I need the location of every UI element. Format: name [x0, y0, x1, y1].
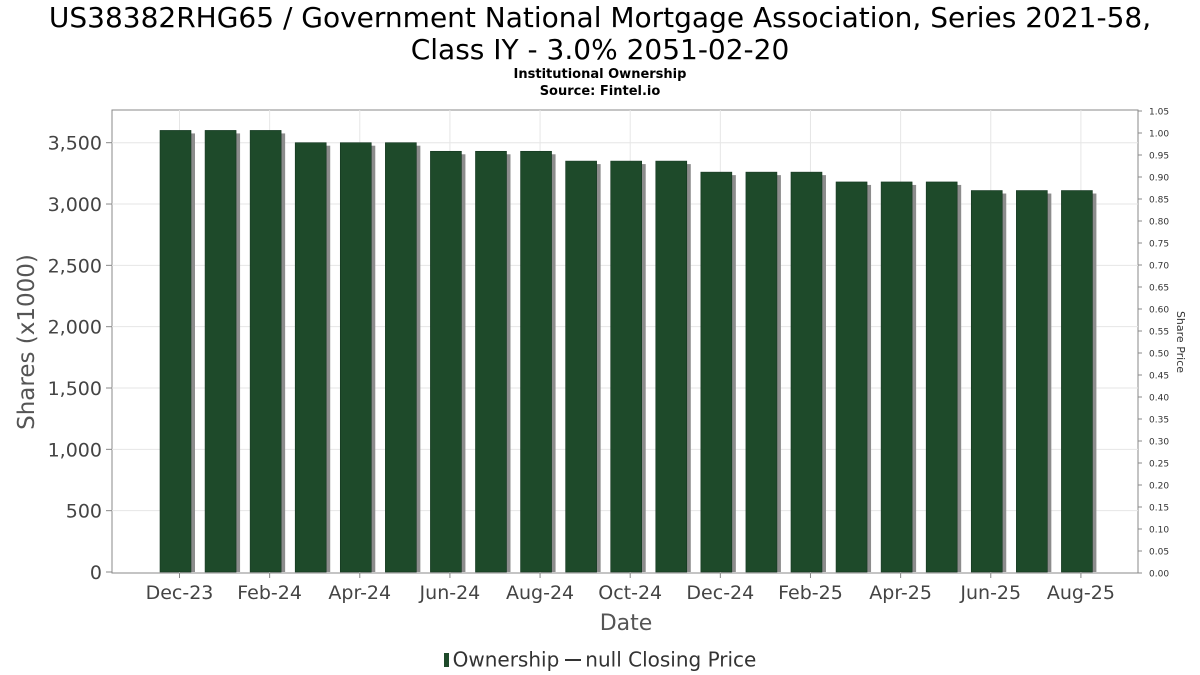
y2-tick-label: 0.00 — [1149, 570, 1169, 580]
axes-layer: 0 500 1,000 1,500 2,000 2,500 3,000 3,500 Dec-23… — [48, 108, 1170, 605]
y2-tick-label: 0.70 — [1149, 262, 1169, 272]
x-axis-label: Date — [600, 611, 653, 636]
y2-tick-label: 0.85 — [1149, 196, 1169, 206]
y2-tick-label: 0.95 — [1149, 152, 1169, 162]
y-tick-label: 3,500 — [48, 133, 102, 155]
y-axis-label: Shares (x1000) — [14, 254, 40, 430]
ownership-bar — [970, 190, 1003, 573]
legend-ownership: Ownership — [452, 647, 560, 672]
y-tick-label: 0 — [90, 562, 102, 584]
y-tick-label: 2,000 — [48, 317, 102, 339]
y2-tick-label: 0.20 — [1149, 482, 1169, 492]
y-tick-label: 2,500 — [48, 255, 102, 277]
y-tick-label: 500 — [66, 501, 102, 523]
x-tick-label: Oct-24 — [598, 582, 662, 604]
ownership-bar — [204, 130, 237, 573]
ownership-bar — [249, 130, 282, 573]
y2-tick-label: 0.60 — [1149, 306, 1169, 316]
x-tick-label: Feb-25 — [778, 582, 843, 604]
y2-tick-label: 0.45 — [1149, 372, 1169, 382]
legend-price: null Closing Price — [585, 647, 757, 672]
ownership-bar — [925, 181, 958, 573]
y2-tick-label: 1.00 — [1149, 130, 1169, 140]
ownership-bar — [880, 181, 913, 573]
x-tick-label: Apr-25 — [869, 582, 932, 604]
y-tick-label: 1,000 — [48, 439, 102, 461]
ownership-bar — [385, 142, 417, 573]
y2-tick-label: 0.30 — [1149, 438, 1169, 448]
bars-layer — [159, 130, 1097, 573]
y2-tick-label: 1.05 — [1149, 108, 1169, 118]
x-tick-label: Jun-25 — [959, 582, 1021, 604]
ownership-bar — [1016, 190, 1048, 573]
ownership-bar — [790, 171, 823, 573]
chart-subtitle: Institutional Ownership — [513, 67, 687, 82]
x-tick-label: Feb-24 — [237, 582, 302, 604]
y2-tick-label: 0.75 — [1149, 240, 1169, 250]
ownership-bar — [520, 150, 552, 573]
y-tick-label: 1,500 — [48, 378, 102, 400]
ownership-bar — [655, 160, 688, 573]
y2-axis-label: Share Price — [1174, 311, 1187, 373]
y2-tick-label: 0.35 — [1149, 416, 1169, 426]
y2-tick-label: 0.10 — [1149, 526, 1169, 536]
y2-tick-label: 0.65 — [1149, 284, 1169, 294]
y2-tick-label: 0.05 — [1149, 548, 1169, 558]
ownership-bar — [610, 160, 643, 573]
ownership-bar — [1061, 190, 1093, 573]
ownership-bar — [745, 171, 778, 573]
y2-tick-label: 0.55 — [1149, 328, 1169, 338]
x-tick-label: Aug-25 — [1047, 582, 1115, 604]
y2-tick-label: 0.40 — [1149, 394, 1169, 404]
ownership-bar — [339, 142, 372, 573]
y2-tick-label: 0.50 — [1149, 350, 1169, 360]
chart-title-line-2: Class IY - 3.0% 2051-02-20 — [410, 33, 790, 66]
chart-title-line-1: US38382RHG65 / Government National Mortg… — [48, 1, 1152, 34]
x-tick-label: Apr-24 — [328, 582, 391, 604]
x-tick-label: Dec-23 — [146, 582, 214, 604]
ownership-bar — [294, 142, 327, 573]
ownership-legend-swatch — [443, 652, 449, 667]
y-tick-label: 3,000 — [48, 194, 102, 216]
ownership-bar — [475, 150, 507, 573]
y2-tick-label: 0.80 — [1149, 218, 1169, 228]
y2-tick-label: 0.90 — [1149, 174, 1169, 184]
ownership-bar — [700, 171, 733, 573]
y2-tick-label: 0.25 — [1149, 460, 1169, 470]
ownership-bar — [835, 181, 868, 573]
x-tick-label: Dec-24 — [686, 582, 754, 604]
ownership-bar — [430, 150, 462, 573]
legend: Ownership null Closing Price — [0, 646, 1200, 672]
y2-tick-label: 0.15 — [1149, 504, 1169, 514]
ownership-bar — [565, 160, 597, 573]
price-legend-line — [565, 658, 582, 661]
ownership-bar — [159, 130, 192, 573]
chart-source: Source: Fintel.io — [539, 84, 661, 99]
x-tick-label: Aug-24 — [506, 582, 574, 604]
x-tick-label: Jun-24 — [419, 582, 481, 604]
